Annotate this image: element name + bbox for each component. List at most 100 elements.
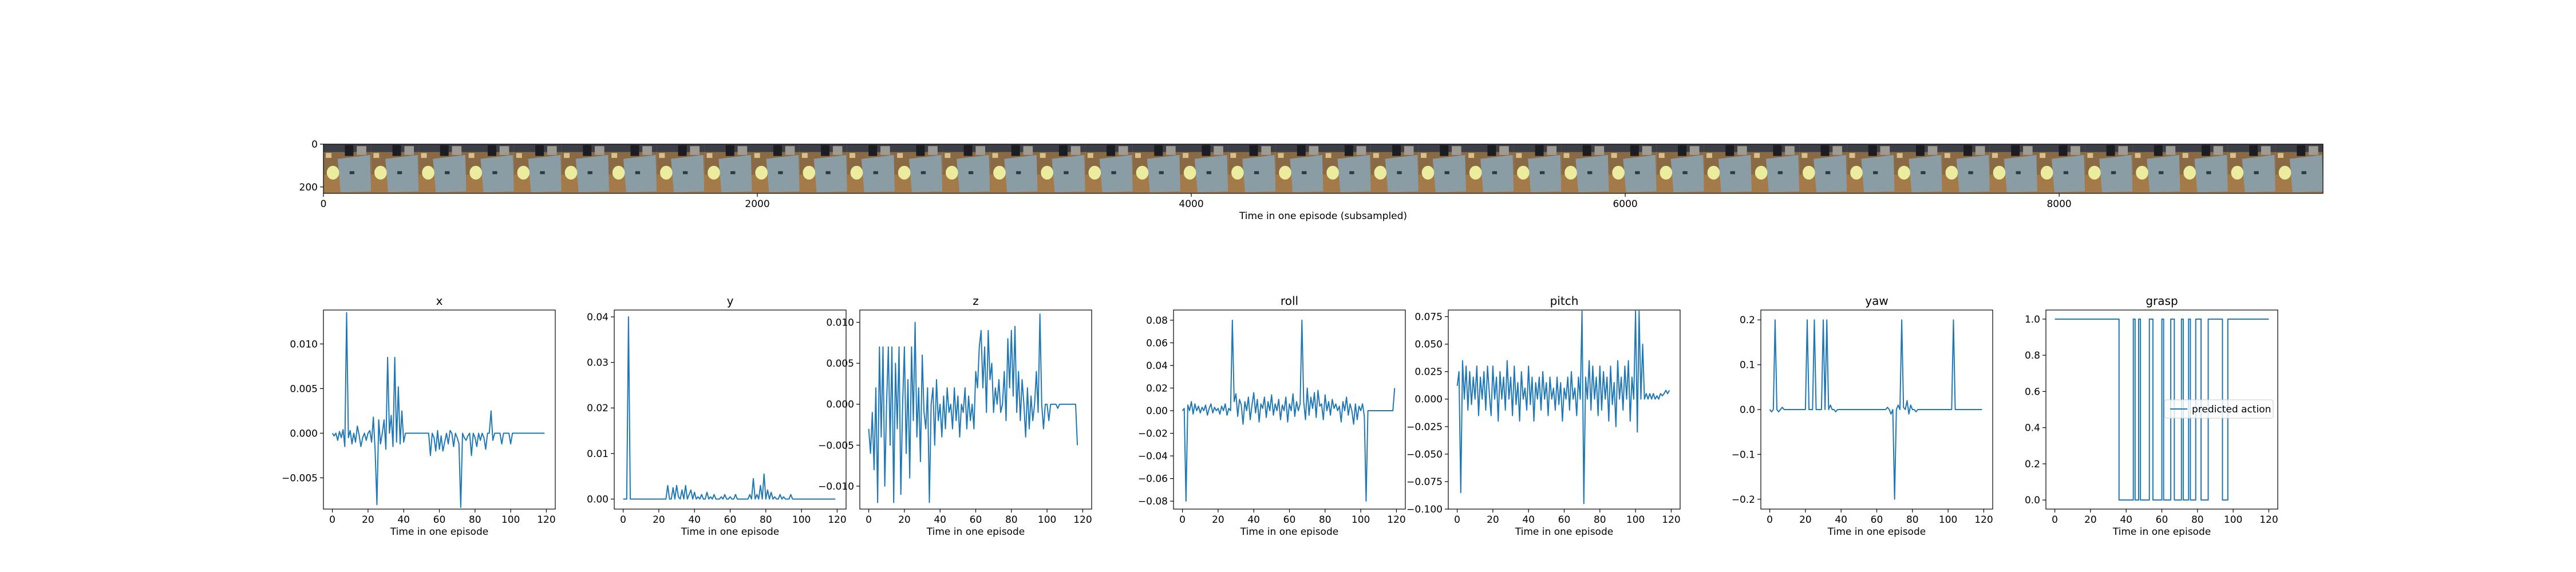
x-tick-label: 60 (2156, 514, 2168, 526)
y-tick-label: −0.010 (818, 481, 854, 492)
x-tick-label: 120 (1662, 514, 1680, 526)
y-tick-label: −0.005 (282, 472, 318, 484)
x-tick-label: 60 (1558, 514, 1571, 526)
frame-thumbnail (323, 144, 372, 193)
frame-thumbnail (1847, 144, 1895, 193)
frame-thumbnail (657, 144, 705, 193)
x-tick-label: 0 (1454, 514, 1460, 526)
y-tick-label: 0.8 (2025, 350, 2040, 362)
y-tick-label: 0.01 (587, 448, 609, 460)
frame-thumbnail (1561, 144, 1609, 193)
frame-thumbnail (2085, 144, 2133, 193)
strip-x-tick-label: 6000 (1613, 198, 1637, 210)
y-tick-label: 0.050 (1415, 339, 1443, 351)
chart-title: roll (1281, 294, 1298, 308)
chart-z: z 0 20 40 60 80 100 120 −0.010 −0.005 0.000 0.005 0.… (818, 294, 1092, 538)
frame-thumbnail (1037, 144, 1085, 193)
strip-x-tick-label: 8000 (2046, 198, 2071, 210)
action-line-charts: x0 20 40 60 80 100 120−0.0050.0000.0050.010Tim… (282, 294, 2278, 538)
frame-thumbnail (1180, 144, 1228, 193)
y-tick-label: −0.2 (1732, 494, 1755, 506)
y-tick-label: 0.04 (587, 312, 609, 323)
x-tick-label: 20 (1799, 514, 1812, 526)
y-tick-label: 0.2 (1740, 315, 1755, 326)
chart-title: grasp (2146, 294, 2178, 308)
series-line (1769, 319, 1982, 500)
x-axis-label: Time in one episode (1515, 526, 1613, 538)
x-axis-label: Time in one episode (1240, 526, 1338, 538)
frame-thumbnail (609, 144, 657, 193)
chart-roll: roll 0 20 40 60 80 100 120 −0.08 −0.06 −0.04 −0.02 0… (1138, 294, 1406, 538)
strip-y-tick-label: 200 (299, 182, 318, 193)
chart-yaw: yaw 0 20 40 60 80 100 120 −0.2 −0.1 0.0 0.1 0.2 Time … (1732, 294, 1993, 538)
series-line (331, 312, 545, 508)
frame-thumbnail (2227, 144, 2275, 193)
frame-thumbnail (2132, 144, 2180, 193)
y-tick-label: 0.000 (826, 399, 854, 411)
x-tick-label: 60 (1871, 514, 1883, 526)
y-tick-label: 0.025 (1415, 367, 1443, 378)
x-tick-label: 80 (1594, 514, 1606, 526)
frame-thumbnail (1609, 144, 1657, 193)
y-tick-label: 0.005 (826, 358, 854, 370)
frame-thumbnail (1989, 144, 2037, 193)
chart-grasp: grasp 0 20 40 60 80 100 120 0.0 0.2 0.4 0.6 0.8 1.0 Ti… (2025, 294, 2278, 538)
frame-thumbnail (1894, 144, 1942, 193)
x-tick-label: 80 (1906, 514, 1919, 526)
x-tick-label: 100 (2224, 514, 2242, 526)
x-tick-label: 20 (362, 514, 374, 526)
series-line (623, 316, 836, 500)
x-tick-label: 40 (1247, 514, 1260, 526)
y-tick-label: 0.0 (2025, 495, 2040, 506)
frame-thumbnail (1132, 144, 1180, 193)
y-tick-label: −0.050 (1406, 449, 1443, 460)
y-tick-label: 0.010 (826, 317, 854, 328)
frame-thumbnail (990, 144, 1038, 193)
x-tick-label: 20 (1212, 514, 1224, 526)
y-tick-label: 1.0 (2025, 314, 2040, 325)
x-tick-label: 80 (760, 514, 772, 526)
y-tick-label: 0.04 (1146, 360, 1168, 372)
y-tick-label: −0.06 (1138, 474, 1168, 485)
x-tick-label: 100 (1038, 514, 1056, 526)
series-line (1456, 310, 1670, 505)
y-tick-label: −0.02 (1138, 428, 1168, 440)
x-tick-label: 0 (866, 514, 872, 526)
frame-thumbnail (1704, 144, 1752, 193)
x-tick-label: 80 (469, 514, 481, 526)
x-tick-label: 40 (688, 514, 701, 526)
series-line (1182, 319, 1396, 502)
frame-thumbnail (1275, 144, 1323, 193)
x-tick-label: 120 (828, 514, 846, 526)
plot-frame (1448, 309, 1681, 510)
x-tick-label: 0 (1767, 514, 1773, 526)
frame-thumbnail (1228, 144, 1276, 193)
series-line (2055, 318, 2269, 501)
x-tick-label: 40 (934, 514, 946, 526)
x-tick-label: 100 (1626, 514, 1645, 526)
y-tick-label: 0.4 (2025, 423, 2040, 434)
y-tick-label: 0.1 (1740, 360, 1755, 371)
frame-thumbnail (561, 144, 609, 193)
frame-thumbnail (942, 144, 990, 193)
x-tick-label: 80 (1005, 514, 1018, 526)
strip-x-tick-label: 4000 (1179, 198, 1203, 210)
x-tick-label: 0 (620, 514, 626, 526)
chart-y: y 0 20 40 60 80 100 120 0.00 0.01 0.02 0.03 0.04 Time… (587, 294, 847, 538)
x-tick-label: 60 (433, 514, 446, 526)
frame-thumbnail (1799, 144, 1847, 193)
y-tick-label: 0.06 (1146, 337, 1168, 349)
frame-thumbnail (1942, 144, 1990, 193)
x-tick-label: 80 (2191, 514, 2204, 526)
frame-thumbnail (2037, 144, 2085, 193)
frame-thumbnail (799, 144, 847, 193)
chart-title: pitch (1550, 294, 1579, 308)
strip-y-tick-label: 0 (311, 139, 318, 150)
y-tick-label: 0.2 (2025, 459, 2040, 470)
frame-thumbnail (371, 144, 419, 193)
y-tick-label: −0.100 (1406, 504, 1443, 515)
x-tick-label: 0 (2052, 514, 2058, 526)
y-tick-label: 0.02 (1146, 383, 1168, 394)
x-axis-label: Time in one episode (681, 526, 779, 538)
y-tick-label: 0.00 (587, 494, 609, 505)
